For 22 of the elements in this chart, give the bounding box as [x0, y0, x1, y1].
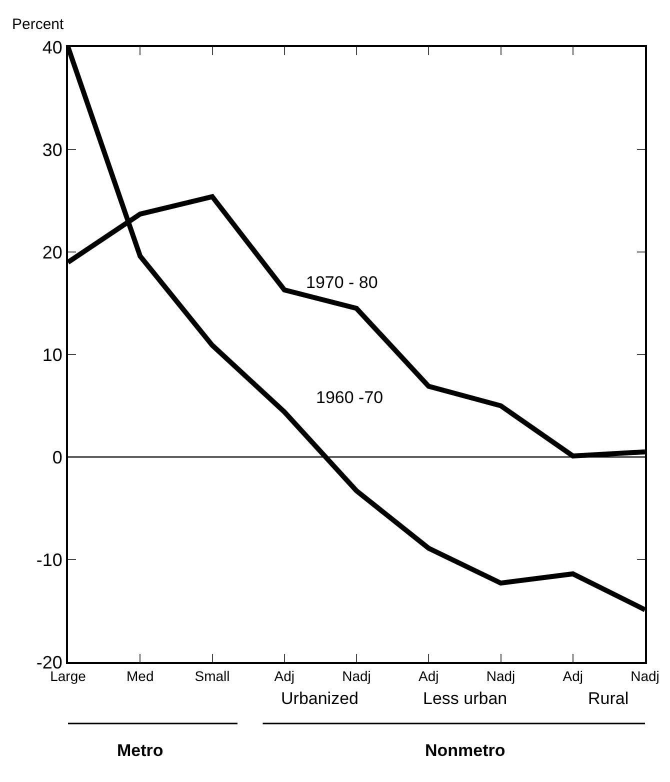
x-tick-label: Nadj [486, 668, 516, 684]
y-axis-title: Percent [12, 16, 65, 33]
x-tick-label: Nadj [630, 668, 660, 684]
text: Metro [117, 741, 164, 760]
text: Rural [588, 689, 629, 708]
x-tick-label: Nadj [342, 668, 371, 684]
text: Urbanized [281, 689, 358, 708]
x-tick-label: Adj [562, 668, 583, 684]
series-label: 1970 - 80 [306, 273, 378, 292]
y-tick-label: 20 [42, 242, 62, 262]
y-tick-label: 40 [42, 37, 62, 58]
x-tick-label: Med [126, 668, 154, 684]
x-tick-label: Adj [274, 668, 294, 684]
text: Less urban [423, 689, 508, 708]
y-tick-label: 30 [42, 140, 62, 160]
text: Nonmetro [425, 741, 506, 760]
x-tick-label: Adj [418, 668, 439, 684]
y-tick-label: 0 [52, 447, 62, 468]
y-tick-label: -10 [36, 550, 62, 570]
series-label: 1960 -70 [316, 388, 384, 407]
y-tick-label: 10 [42, 344, 62, 365]
x-tick-label: Small [194, 668, 230, 684]
